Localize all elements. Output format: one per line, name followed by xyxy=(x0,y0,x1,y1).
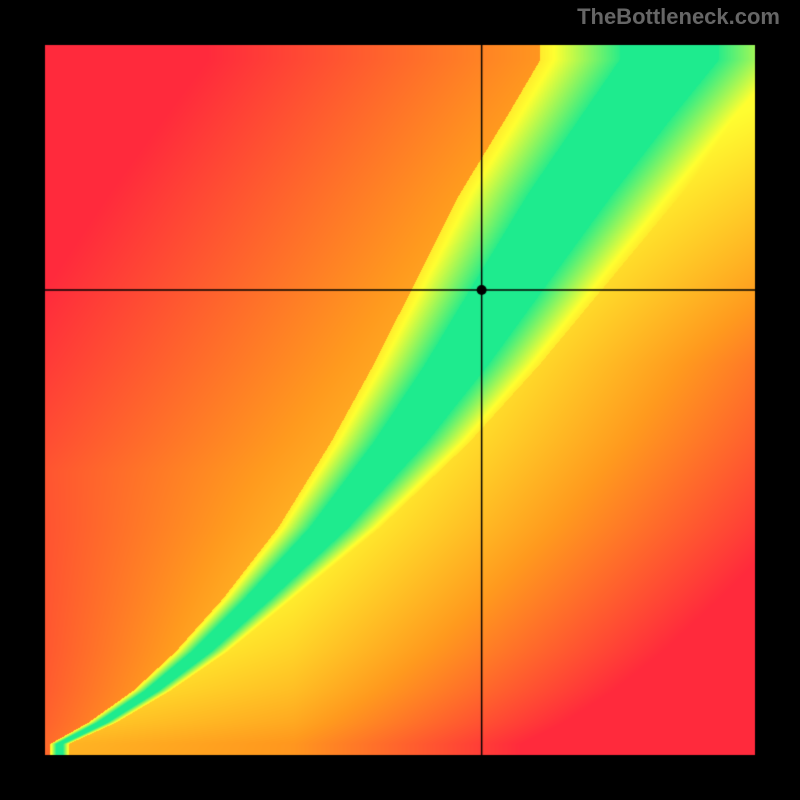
bottleneck-heatmap: TheBottleneck.com xyxy=(0,0,800,800)
attribution-label: TheBottleneck.com xyxy=(577,4,780,30)
heatmap-canvas xyxy=(0,0,800,800)
